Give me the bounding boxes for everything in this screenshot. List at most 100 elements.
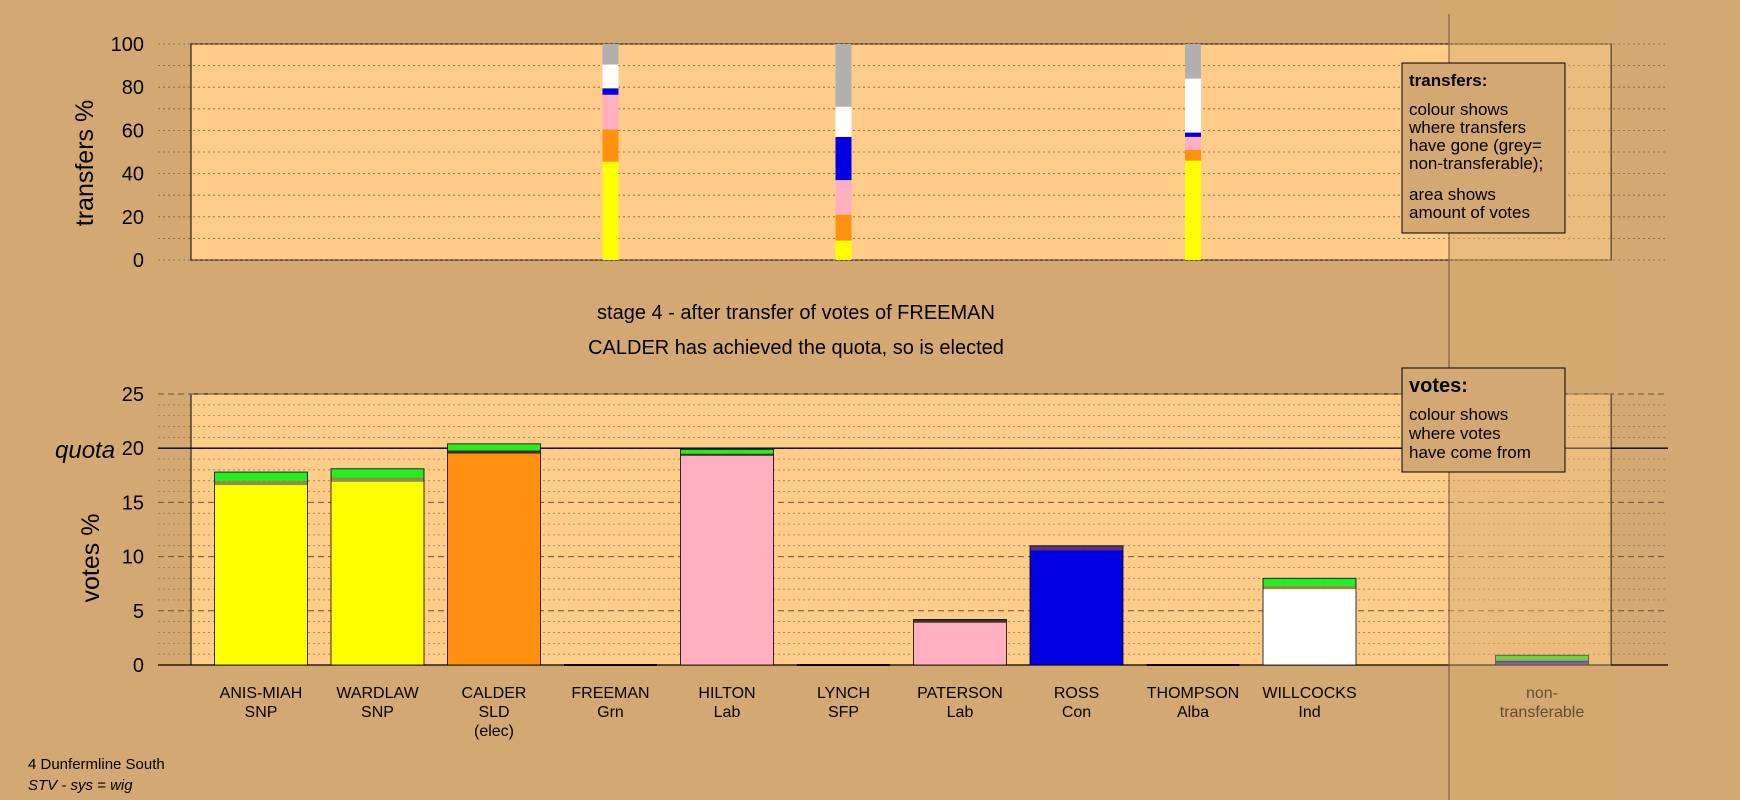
transfer-segment xyxy=(835,214,852,241)
candidate-party: SNP xyxy=(361,704,394,721)
transfers-legend-line: amount of votes xyxy=(1409,203,1530,222)
votes-y-axis-title: votes % xyxy=(77,514,105,603)
vote-segment xyxy=(1263,578,1356,586)
votes-bars xyxy=(214,443,1589,666)
candidate-party: transferable xyxy=(1500,704,1585,721)
vote-segment xyxy=(214,485,308,665)
transfer-segment xyxy=(835,136,852,181)
votes-legend-line: where votes xyxy=(1408,424,1501,443)
vote-bar-outline xyxy=(680,448,774,666)
transfers-legend: transfers: colour shows where transfers … xyxy=(1401,62,1566,234)
votes-y-tick-label: 0 xyxy=(133,655,144,677)
vote-segment xyxy=(1263,585,1356,590)
candidate-name: ANIS-MIAH xyxy=(220,685,303,702)
transfers-legend-line: colour shows xyxy=(1409,100,1508,119)
votes-y-tick-label: 20 xyxy=(122,438,144,460)
candidate-name: non- xyxy=(1526,685,1558,702)
vote-segment xyxy=(447,450,541,454)
transfers-legend-title: transfers: xyxy=(1409,71,1487,90)
constituency-label: 4 Dunfermline South xyxy=(28,756,165,773)
transfers-legend-box xyxy=(1401,62,1566,234)
vote-segment xyxy=(1263,589,1356,665)
candidate-party: Lab xyxy=(947,704,974,721)
vote-segment xyxy=(214,472,308,481)
vote-segment xyxy=(1495,662,1589,665)
votes-legend-line: colour shows xyxy=(1409,405,1508,424)
transfer-segment xyxy=(1185,44,1201,79)
vote-segment xyxy=(1030,550,1123,665)
transfers-y-tick-label: 60 xyxy=(122,120,144,142)
transfer-segment xyxy=(602,44,619,65)
candidate-name: CALDER xyxy=(462,685,527,702)
candidate-name: ROSS xyxy=(1054,685,1099,702)
candidate-party: Grn xyxy=(597,704,624,721)
transfer-segment xyxy=(1185,136,1201,150)
votes-y-tick-label: 5 xyxy=(133,601,144,623)
candidate-name: LYNCH xyxy=(817,685,870,702)
candidate-name: WILLCOCKS xyxy=(1262,685,1356,702)
candidate-party: Alba xyxy=(1177,704,1209,721)
stage-description: stage 4 - after transfer of votes of FRE… xyxy=(597,302,995,324)
candidate-party: SNP xyxy=(245,704,278,721)
transfers-y-axis-title: transfers % xyxy=(71,100,99,226)
vote-segment xyxy=(1495,660,1589,663)
candidate-party: Con xyxy=(1062,704,1091,721)
votes-plot-area xyxy=(190,393,1612,666)
vote-segment xyxy=(1495,655,1589,661)
candidate-party: SLD xyxy=(478,704,509,721)
candidate-name: PATERSON xyxy=(917,685,1003,702)
transfers-legend-line: area shows xyxy=(1409,185,1496,204)
transfer-segment xyxy=(1185,132,1201,137)
vote-segment xyxy=(1030,545,1123,551)
vote-segment xyxy=(680,455,774,665)
votes-y-tick-label: 10 xyxy=(122,547,144,569)
transfers-legend-line: non-transferable); xyxy=(1409,154,1543,173)
quota-label: quota xyxy=(55,437,115,464)
transfers-y-tick-label: 100 xyxy=(111,34,144,56)
transfer-segment xyxy=(602,94,619,106)
transfer-segment xyxy=(835,240,852,260)
transfer-segment xyxy=(602,105,619,130)
candidate-name: THOMPSON xyxy=(1147,685,1239,702)
transfers-y-tick-label: 40 xyxy=(122,164,144,186)
transfers-gridlines xyxy=(158,43,1668,261)
vote-segment xyxy=(331,477,424,482)
transfers-legend-line: have gone (grey= xyxy=(1409,136,1542,155)
transfer-segment xyxy=(602,88,619,95)
vote-segment xyxy=(680,449,774,454)
vote-segment xyxy=(913,619,1007,623)
candidate-name: WARDLAW xyxy=(336,685,419,702)
candidate-party: SFP xyxy=(828,704,859,721)
candidate-name: FREEMAN xyxy=(571,685,649,702)
candidate-party: Lab xyxy=(714,704,741,721)
transfer-segment xyxy=(835,180,852,215)
system-label: STV - sys = wig xyxy=(28,777,133,794)
votes-legend-line: have come from xyxy=(1409,443,1531,462)
candidate-name: HILTON xyxy=(698,685,755,702)
transfers-y-tick-label: 0 xyxy=(133,250,144,272)
candidate-labels: ANIS-MIAH SNP WARDLAW SNP CALDER SLD (elec) FRE… xyxy=(220,685,1585,740)
transfers-y-ticks: 0 20 40 60 80 100 xyxy=(111,34,144,272)
vote-segment xyxy=(680,453,774,456)
transfer-segment xyxy=(602,64,619,89)
vote-bar-outline xyxy=(913,619,1007,666)
vote-segment xyxy=(331,468,424,478)
vote-bar-outline xyxy=(330,468,425,666)
candidate-status: (elec) xyxy=(474,723,514,740)
vote-bar-outline xyxy=(1495,654,1589,666)
transfer-segment xyxy=(835,44,852,107)
transfer-segment xyxy=(1185,149,1201,161)
vote-segment xyxy=(447,443,541,451)
votes-y-tick-label: 25 xyxy=(122,384,144,406)
transfers-y-tick-label: 80 xyxy=(122,77,144,99)
votes-panel: 0 5 10 15 20 25 ANIS-MIAH SNP WARDLAW SNP CALDER S… xyxy=(55,384,1668,740)
vote-bar-outline xyxy=(1262,577,1357,666)
transfers-legend-line: where transfers xyxy=(1408,118,1526,137)
transfers-panel: 0 20 40 60 80 100 transfers % xyxy=(71,34,1668,272)
transfer-segment xyxy=(1185,78,1201,133)
vote-segment xyxy=(913,622,1007,665)
votes-y-tick-label: 15 xyxy=(122,492,144,514)
transfer-segment xyxy=(1185,160,1201,260)
transfers-bars xyxy=(602,44,1201,260)
